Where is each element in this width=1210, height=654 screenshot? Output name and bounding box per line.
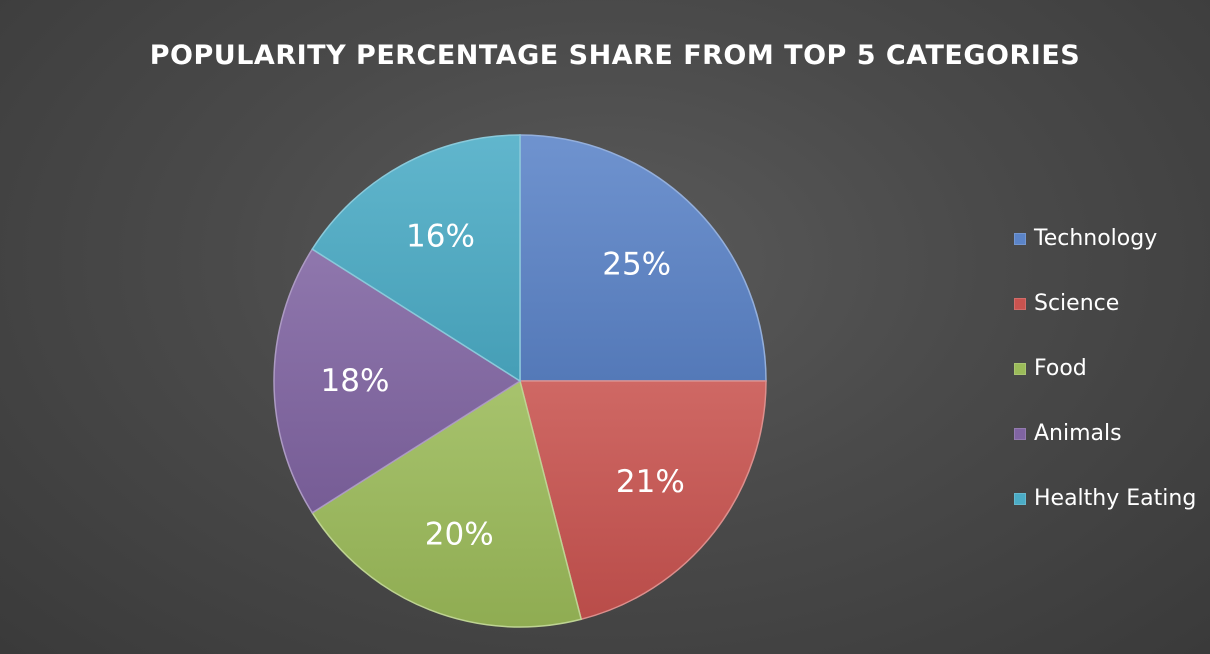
- pie-slice-science: [519, 380, 767, 621]
- data-label-animals: 18%: [321, 363, 390, 399]
- data-label-healthy-eating: 16%: [406, 218, 475, 254]
- legend-label: Animals: [1034, 421, 1122, 446]
- data-labels-group: 25% 21% 20% 18% 16%: [321, 218, 685, 552]
- legend-item-technology: Technology: [1014, 206, 1196, 271]
- slices-group: [273, 134, 767, 628]
- legend-label: Healthy Eating: [1034, 486, 1197, 511]
- data-label-technology: 25%: [602, 246, 671, 282]
- legend-item-food: Food: [1014, 336, 1196, 401]
- pie-slice-technology: [519, 134, 767, 382]
- legend-swatch: [1014, 362, 1026, 375]
- legend-item-healthy-eating: Healthy Eating: [1014, 466, 1196, 531]
- data-label-food: 20%: [425, 516, 494, 552]
- legend-item-science: Science: [1014, 271, 1196, 336]
- legend-item-animals: Animals: [1014, 401, 1196, 466]
- pie-slice-healthy-eating: [311, 134, 521, 383]
- legend-swatch: [1014, 232, 1026, 245]
- pie-slice-animals: [273, 248, 522, 514]
- legend-label: Technology: [1034, 226, 1158, 251]
- legend-swatch: [1014, 492, 1026, 505]
- legend-swatch: [1014, 427, 1026, 440]
- legend-label: Science: [1034, 291, 1120, 316]
- legend-label: Food: [1034, 356, 1087, 381]
- legend-swatch: [1014, 297, 1026, 310]
- legend: Technology Science Food Animals Healthy Eati…: [1014, 206, 1196, 531]
- pie-slice-food: [311, 379, 583, 628]
- chart-title: POPULARITY PERCENTAGE SHARE FROM TOP 5 C…: [149, 40, 1081, 71]
- data-label-science: 21%: [616, 464, 685, 500]
